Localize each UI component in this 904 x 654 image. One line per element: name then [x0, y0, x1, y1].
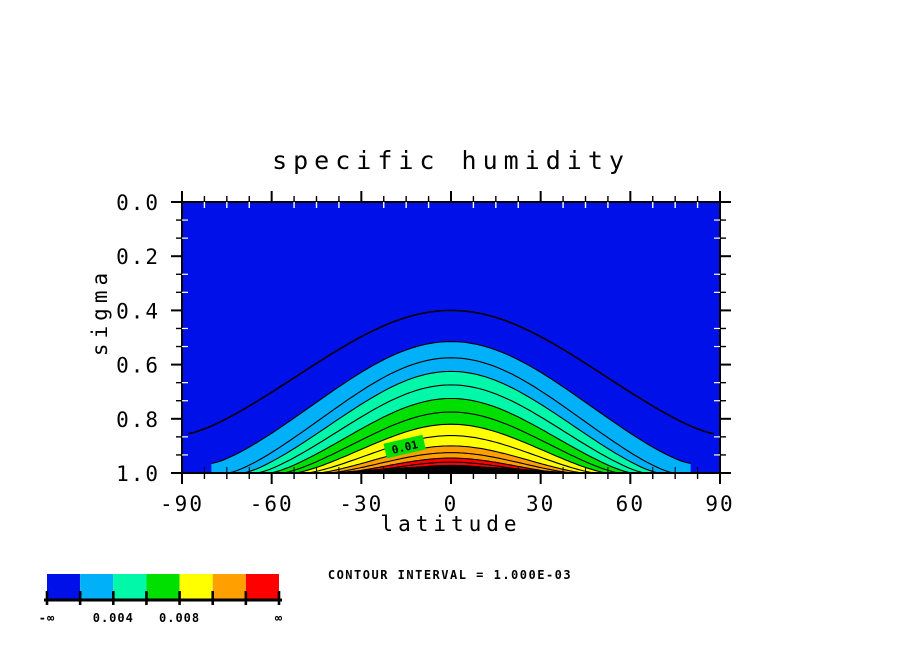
- colorbar-band-red: [245, 574, 279, 600]
- plot-fill-area: 0.01: [182, 202, 720, 473]
- contour-line-core-6: [376, 469, 526, 473]
- inline-contour-label-text: 0.01: [391, 438, 420, 457]
- contour-line-0.008: [294, 423, 608, 473]
- contour-line-core-3: [348, 467, 554, 473]
- x-tick-label--90: -90: [160, 492, 204, 516]
- colorbar-band-orange: [212, 574, 246, 600]
- contour-line-0.002: [211, 341, 691, 465]
- colorbar-label-0: -∞: [39, 611, 55, 625]
- contour-line-0.003: [227, 357, 675, 473]
- x-tick-label--30: -30: [339, 492, 383, 516]
- x-tick-label-0: 0: [444, 492, 459, 516]
- x-tick-label-60: 60: [616, 492, 645, 516]
- x-tick-label-30: 30: [526, 492, 555, 516]
- colorbar-band-spring-green: [113, 574, 147, 600]
- y-tick-label-0.0: 0.0: [116, 191, 160, 215]
- x-axis-label: latitude: [182, 512, 720, 536]
- colorbar-label-3: ∞: [275, 611, 283, 625]
- contour-line-0.006: [269, 397, 633, 473]
- contour-line-core-0: [319, 465, 583, 473]
- colorbar-label-2: 0.008: [159, 611, 200, 625]
- contour-line-0.011: [328, 452, 574, 473]
- y-tick-label-0.6: 0.6: [116, 354, 160, 378]
- contour-line-0.007: [282, 411, 620, 473]
- y-tick-label-0.2: 0.2: [116, 245, 160, 269]
- contour-interval-text: CONTOUR INTERVAL = 1.000E-03: [327, 568, 573, 582]
- contour-line-0.012: [339, 457, 563, 473]
- colorbar-band-blue: [47, 574, 81, 600]
- contour-line-0.009: [306, 435, 596, 473]
- contour-line-0.005: [256, 384, 646, 473]
- contour-line-0.004: [242, 370, 660, 473]
- inline-contour-label: 0.01: [383, 434, 426, 459]
- y-axis-label: sigma: [88, 252, 128, 372]
- contour-line-0.01: [317, 445, 585, 473]
- colorbar-band-green: [146, 574, 180, 600]
- contour-line-0.001: [187, 309, 715, 435]
- colorbar-band-cyan: [80, 574, 114, 600]
- plot-title: specific humidity: [272, 146, 630, 175]
- y-axis-label-text: sigma: [88, 267, 112, 357]
- y-tick-label-1.0: 1.0: [116, 462, 160, 486]
- x-tick-label--60: -60: [250, 492, 294, 516]
- contour-line-core-5: [367, 468, 535, 473]
- x-tick-label-90: 90: [705, 492, 734, 516]
- x-axis-label-text: latitude: [380, 512, 522, 536]
- colorbar-label-1: 0.004: [93, 611, 134, 625]
- contour-line-core-2: [338, 466, 564, 473]
- colorbar-band-yellow: [179, 574, 213, 600]
- page-title: specific humidity: [182, 146, 720, 175]
- contour-line-core-4: [357, 468, 545, 473]
- y-tick-label-0.4: 0.4: [116, 299, 160, 323]
- contour-interval-caption: CONTOUR INTERVAL = 1.000E-03: [300, 564, 600, 583]
- contour-line-core-1: [329, 466, 573, 473]
- y-tick-label-0.8: 0.8: [116, 408, 160, 432]
